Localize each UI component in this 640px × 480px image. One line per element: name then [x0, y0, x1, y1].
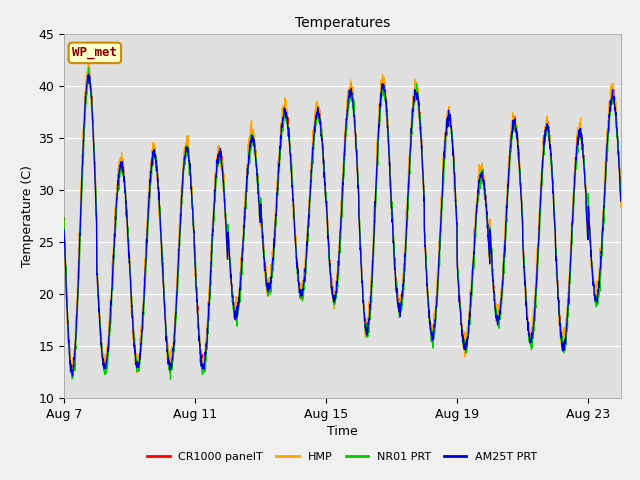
- X-axis label: Time: Time: [327, 425, 358, 438]
- Legend: CR1000 panelT, HMP, NR01 PRT, AM25T PRT: CR1000 panelT, HMP, NR01 PRT, AM25T PRT: [143, 448, 542, 467]
- Title: Temperatures: Temperatures: [295, 16, 390, 30]
- Text: WP_met: WP_met: [72, 47, 117, 60]
- Y-axis label: Temperature (C): Temperature (C): [21, 165, 34, 267]
